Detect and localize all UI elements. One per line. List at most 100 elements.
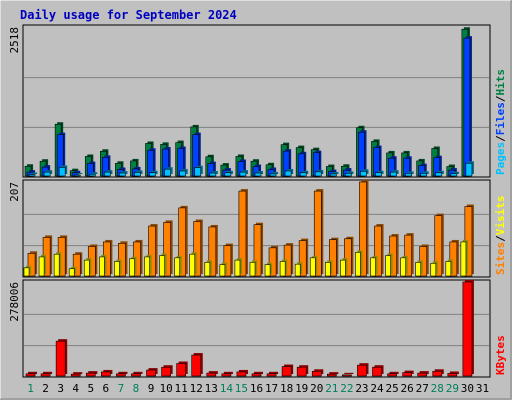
bar-pages-day-2-face [43, 171, 51, 177]
bar-kbytes-day-17 [266, 371, 279, 377]
bar-visits-day-18-face [279, 261, 286, 277]
bar-kbytes-day-17-face [266, 373, 277, 377]
bar-pages-day-24-shade [377, 170, 384, 174]
bar-pages-day-7 [119, 171, 128, 177]
bar-kbytes-day-1-face [25, 373, 36, 377]
bar-sites-day-24 [374, 224, 384, 277]
bar-pages-day-8-face [134, 172, 141, 177]
bar-sites-day-9 [148, 224, 158, 277]
bar-visits-day-25-face [385, 255, 391, 277]
bar-sites-day-28-face [434, 215, 443, 277]
x-label-day-16: 16 [250, 382, 263, 395]
bar-kbytes-day-27-shade [419, 371, 429, 374]
bar-visits-day-25 [385, 253, 393, 277]
bar-pages-day-29 [450, 171, 459, 177]
bar-pages-day-27-shade [422, 171, 429, 174]
bar-pages-day-12 [194, 165, 203, 177]
bar-visits-day-24-face [370, 257, 376, 277]
x-label-day-4: 4 [72, 382, 79, 395]
bar-pages-day-10 [164, 167, 173, 177]
bar-pages-day-16-face [254, 172, 262, 177]
bar-sites-day-26-face [404, 234, 412, 277]
bar-visits-day-2 [38, 254, 47, 277]
x-label-day-12: 12 [190, 382, 203, 395]
bar-kbytes-day-25 [387, 371, 399, 377]
x-label-day-15: 15 [235, 382, 248, 395]
bar-kbytes-day-13-face [206, 372, 217, 377]
x-label-day-8: 8 [133, 382, 140, 395]
bar-visits-day-9-face [144, 256, 150, 277]
bar-kbytes-day-2-shade [43, 371, 53, 374]
x-label-day-27: 27 [416, 382, 429, 395]
bar-sites-day-9-face [148, 225, 156, 277]
bar-pages-day-25 [390, 170, 399, 177]
bar-kbytes-day-6-face [101, 371, 111, 377]
x-label-day-1: 1 [27, 382, 34, 395]
bar-sites-day-29 [449, 239, 459, 277]
x-label-day-2: 2 [42, 382, 49, 395]
bar-visits-day-1-face [23, 267, 30, 277]
bar-visits-day-19-face [294, 263, 301, 277]
bar-visits-day-5-face [83, 259, 90, 277]
bar-kbytes-day-21-shade [329, 372, 339, 374]
bar-kbytes-day-24 [372, 365, 384, 377]
bar-visits-day-13-face [204, 262, 211, 277]
bar-pages-day-14-face [224, 172, 232, 177]
bar-visits-day-11 [174, 255, 182, 277]
x-label-day-18: 18 [280, 382, 293, 395]
x-label-day-13: 13 [205, 382, 218, 395]
bar-kbytes-day-18-face [281, 366, 292, 377]
bar-pages-day-13-shade [211, 171, 218, 174]
bar-kbytes-day-10-face [161, 366, 171, 377]
bar-pages-day-3-face [58, 167, 66, 177]
bar-sites-day-20 [313, 189, 324, 277]
bar-kbytes-day-9-face [146, 369, 156, 377]
bar-pages-day-25-face [390, 171, 397, 177]
bar-visits-day-30 [460, 239, 468, 277]
bar-visits-day-4-face [68, 268, 75, 277]
bar-pages-day-7-face [119, 172, 126, 177]
bar-sites-day-28 [434, 213, 444, 277]
x-label-day-19: 19 [295, 382, 308, 395]
bar-pages-day-14-shade [226, 170, 233, 174]
bar-files-day-23 [358, 130, 367, 177]
bar-kbytes-day-26-face [402, 372, 412, 377]
bar-kbytes-day-2-face [40, 373, 51, 377]
bar-pages-day-22 [345, 171, 354, 177]
bar-visits-day-5 [83, 258, 92, 277]
bar-pages-day-28-face [435, 172, 443, 177]
panel-kbytes-right-label: KBytes [494, 335, 507, 375]
right-label-part: Pages [494, 142, 507, 175]
bar-kbytes-day-10 [161, 365, 173, 377]
bar-kbytes-day-9 [146, 368, 158, 377]
panel-kbytes-max-label: 278006 [8, 282, 21, 322]
bar-pages-day-30 [465, 161, 474, 177]
bar-sites-day-21-face [328, 239, 337, 277]
bar-pages-day-22-shade [347, 171, 354, 174]
bar-kbytes-day-22 [342, 372, 354, 377]
bar-pages-day-5 [88, 172, 98, 177]
bar-pages-day-11-face [179, 170, 187, 177]
x-label-day-20: 20 [310, 382, 323, 395]
bar-visits-day-14-face [219, 264, 226, 277]
bar-pages-day-8 [134, 170, 143, 177]
bar-pages-day-22-face [345, 173, 352, 177]
bar-pages-day-21 [329, 171, 339, 177]
bar-visits-day-26 [400, 255, 408, 277]
bar-pages-day-4 [73, 172, 83, 177]
bar-pages-day-18 [284, 168, 294, 177]
x-label-day-28: 28 [431, 382, 444, 395]
bar-pages-day-16 [254, 171, 264, 177]
bar-pages-day-21-face [329, 173, 337, 177]
bar-kbytes-day-15-face [236, 371, 247, 377]
bar-sites-day-16-face [253, 224, 262, 277]
x-label-day-9: 9 [148, 382, 155, 395]
bar-visits-day-22-face [340, 259, 346, 277]
x-label-day-14: 14 [220, 382, 234, 395]
bar-sites-day-11-face [178, 207, 187, 277]
bar-sites-day-26 [404, 233, 414, 277]
bar-visits-day-6 [99, 254, 107, 277]
bar-pages-day-29-shade [452, 171, 459, 174]
bar-files-day-30 [463, 36, 472, 177]
